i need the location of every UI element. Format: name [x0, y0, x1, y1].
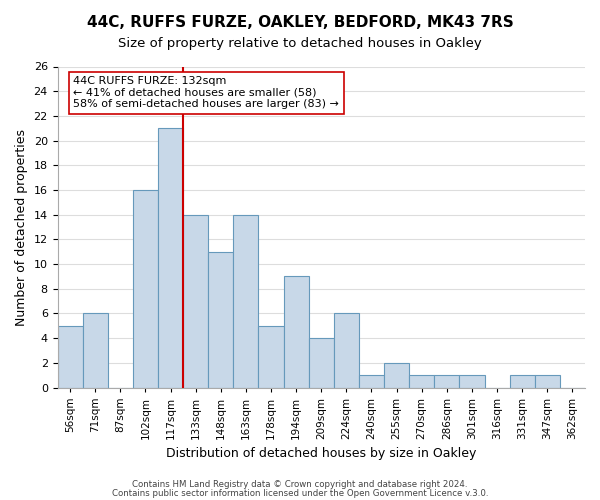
Bar — [208, 252, 233, 388]
Bar — [58, 326, 83, 388]
Text: Contains HM Land Registry data © Crown copyright and database right 2024.: Contains HM Land Registry data © Crown c… — [132, 480, 468, 489]
Bar — [233, 214, 259, 388]
Bar — [409, 375, 434, 388]
Bar — [133, 190, 158, 388]
Bar — [509, 375, 535, 388]
X-axis label: Distribution of detached houses by size in Oakley: Distribution of detached houses by size … — [166, 447, 476, 460]
Bar — [434, 375, 460, 388]
Bar — [460, 375, 485, 388]
Bar — [384, 363, 409, 388]
Bar — [309, 338, 334, 388]
Bar — [259, 326, 284, 388]
Bar — [83, 314, 108, 388]
Bar — [359, 375, 384, 388]
Text: 44C, RUFFS FURZE, OAKLEY, BEDFORD, MK43 7RS: 44C, RUFFS FURZE, OAKLEY, BEDFORD, MK43 … — [86, 15, 514, 30]
Text: 44C RUFFS FURZE: 132sqm
← 41% of detached houses are smaller (58)
58% of semi-de: 44C RUFFS FURZE: 132sqm ← 41% of detache… — [73, 76, 339, 110]
Y-axis label: Number of detached properties: Number of detached properties — [15, 128, 28, 326]
Text: Size of property relative to detached houses in Oakley: Size of property relative to detached ho… — [118, 38, 482, 51]
Bar — [535, 375, 560, 388]
Text: Contains public sector information licensed under the Open Government Licence v.: Contains public sector information licen… — [112, 488, 488, 498]
Bar — [334, 314, 359, 388]
Bar — [183, 214, 208, 388]
Bar — [158, 128, 183, 388]
Bar — [284, 276, 309, 388]
